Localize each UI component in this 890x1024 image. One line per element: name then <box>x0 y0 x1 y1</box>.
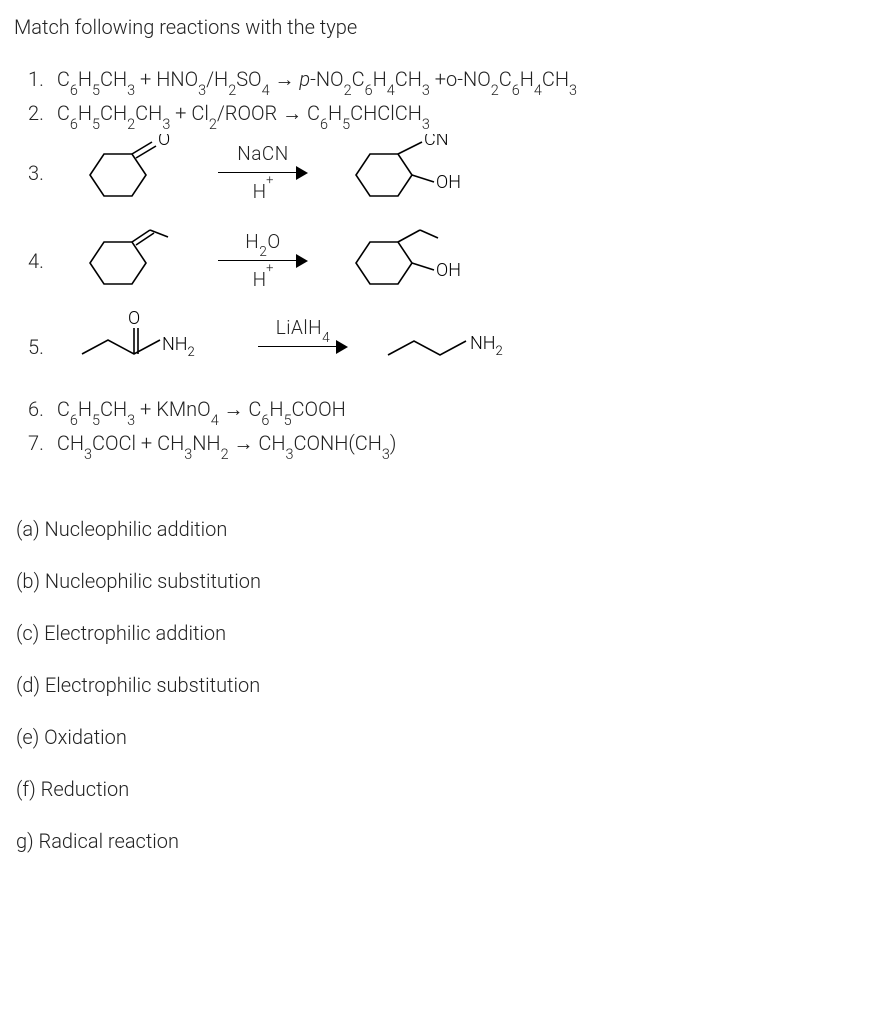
reaction-3: 3. O NaCN H+ CN OH <box>28 134 876 212</box>
reaction-number: 5. <box>28 332 52 362</box>
reagent-bottom: H+ <box>253 266 274 295</box>
svg-text:O: O <box>158 134 170 150</box>
reagent-bottom: H+ <box>253 178 274 207</box>
reaction-number: 3. <box>28 158 52 188</box>
cyanohydrin-icon: CN OH <box>336 134 486 212</box>
option-g: g) Radical reaction <box>16 826 876 856</box>
reagent-top: NaCN <box>237 140 289 169</box>
reaction-arrow: NaCN H+ <box>208 140 318 207</box>
reaction-arrow: H2O H+ <box>208 228 318 295</box>
cyclohexanone-icon: O <box>70 134 190 212</box>
propanamide-icon: O NH2 <box>70 310 230 384</box>
option-d: (d) Electrophilic substitution <box>16 670 876 700</box>
svg-text:O: O <box>128 310 140 329</box>
svg-text:OH: OH <box>436 172 461 193</box>
reaction-4: 4. H2O H+ OH <box>28 222 876 300</box>
answer-options: (a) Nucleophilic addition (b) Nucleophil… <box>16 514 876 856</box>
svg-text:NH2: NH2 <box>162 334 195 360</box>
svg-text:CN: CN <box>424 134 448 150</box>
formula: C6H5CH3 + KMnO4 → C6H5COOH <box>57 397 346 421</box>
option-f: (f) Reduction <box>16 774 876 804</box>
reaction-number: 7. <box>28 428 52 458</box>
reaction-7: 7. CH3COCl + CH3NH2 → CH3CONH(CH3) <box>28 428 876 458</box>
reaction-number: 2. <box>28 98 52 128</box>
option-b: (b) Nucleophilic substitution <box>16 566 876 596</box>
reaction-number: 6. <box>28 394 52 424</box>
reagent-top: LiAlH4 <box>276 314 330 343</box>
methylenecyclohexane-icon <box>70 222 190 300</box>
reaction-list: 1. C6H5CH3 + HNO3/H2SO4 → p-NO2C6H4CH3 +… <box>28 64 876 458</box>
question-prompt: Match following reactions with the type <box>14 12 876 42</box>
reaction-1: 1. C6H5CH3 + HNO3/H2SO4 → p-NO2C6H4CH3 +… <box>28 64 876 94</box>
propylamine-icon: NH2 <box>376 317 546 377</box>
formula: CH3COCl + CH3NH2 → CH3CONH(CH3) <box>57 431 397 455</box>
reaction-2: 2. C6H5CH2CH3 + Cl2/ROOR → C6H5CHClCH3 <box>28 98 876 128</box>
svg-text:NH2: NH2 <box>470 333 503 359</box>
reagent-top: H2O <box>245 228 280 257</box>
formula: C6H5CH2CH3 + Cl2/ROOR → C6H5CHClCH3 <box>57 101 430 125</box>
methylcyclohexanol-icon: OH <box>336 222 486 300</box>
option-c: (c) Electrophilic addition <box>16 618 876 648</box>
reaction-6: 6. C6H5CH3 + KMnO4 → C6H5COOH <box>28 394 876 424</box>
svg-text:OH: OH <box>436 260 461 281</box>
formula: C6H5CH3 + HNO3/H2SO4 → p-NO2C6H4CH3 +o-N… <box>57 67 577 91</box>
reaction-number: 1. <box>28 64 52 94</box>
reaction-arrow: LiAlH4 <box>248 314 358 381</box>
option-a: (a) Nucleophilic addition <box>16 514 876 544</box>
option-e: (e) Oxidation <box>16 722 876 752</box>
reaction-5: 5. O NH2 LiAlH4 NH2 <box>28 310 876 384</box>
reaction-number: 4. <box>28 246 52 276</box>
